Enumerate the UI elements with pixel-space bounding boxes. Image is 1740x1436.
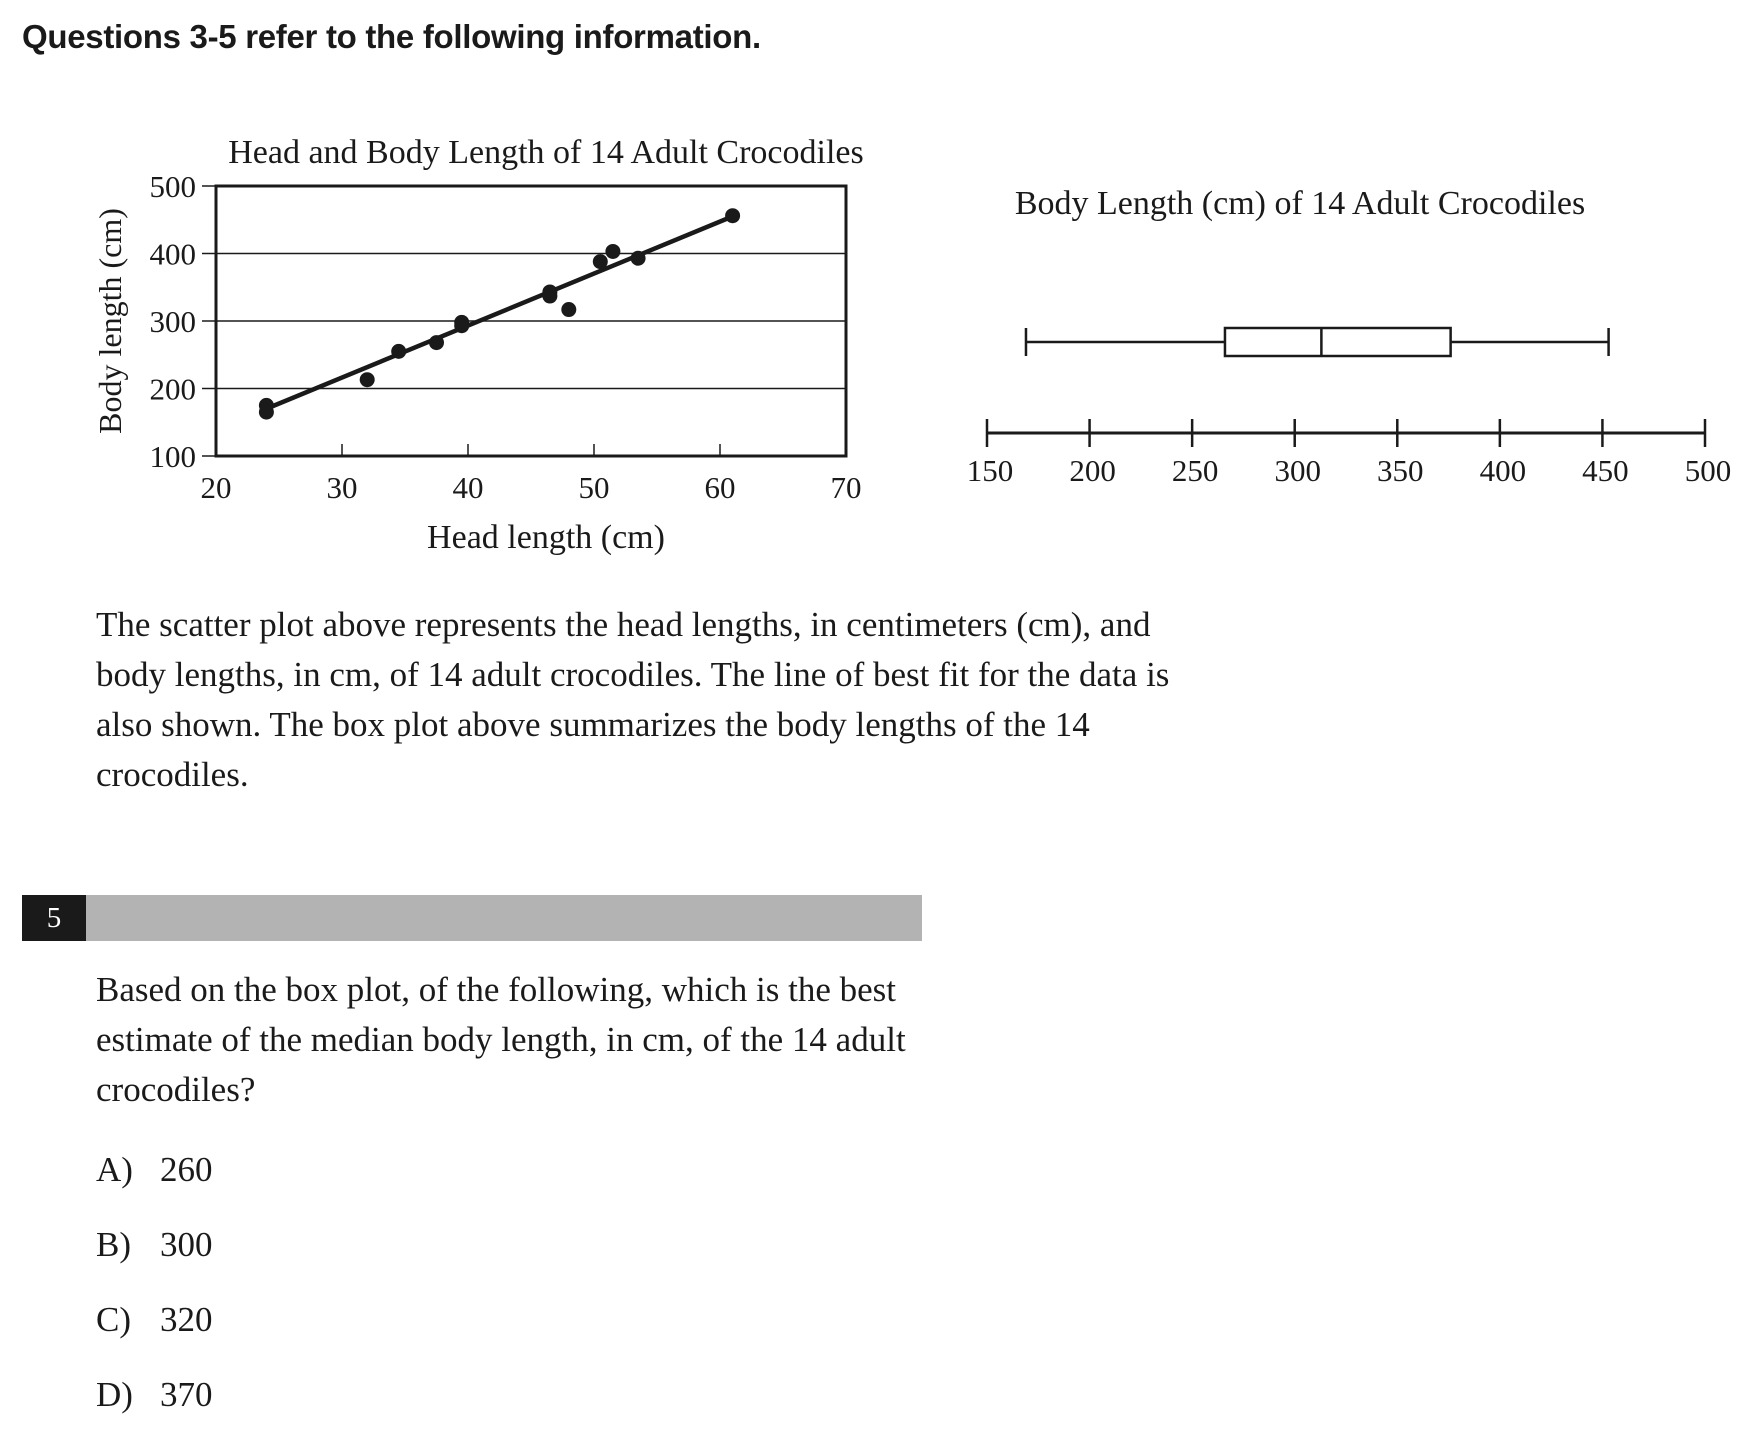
choice-letter: C)	[96, 1300, 131, 1339]
choice-letter: B)	[96, 1225, 131, 1264]
y-tick-label: 400	[150, 237, 197, 272]
choice-b[interactable]: B) 300	[96, 1225, 213, 1265]
data-point	[725, 208, 741, 224]
choice-value: 260	[160, 1150, 213, 1189]
x-tick-label: 30	[327, 470, 358, 505]
x-tick-label: 40	[453, 470, 484, 505]
charts-area: Head and Body Length of 14 Adult Crocodi…	[92, 134, 1732, 556]
y-axis-label: Body length (cm)	[92, 208, 128, 434]
y-tick-label: 200	[150, 372, 197, 407]
y-tick-label: 500	[150, 169, 197, 204]
choice-letter: D)	[96, 1375, 133, 1414]
axis-tick-label: 400	[1480, 453, 1527, 488]
passage-text: The scatter plot above represents the he…	[96, 605, 1170, 794]
choice-a[interactable]: A) 260	[96, 1150, 213, 1190]
y-tick-label: 300	[150, 304, 197, 339]
y-tick-label: 100	[150, 439, 197, 474]
section-header: Questions 3-5 refer to the following inf…	[22, 18, 761, 55]
choice-d[interactable]: D) 370	[96, 1375, 213, 1415]
data-point	[630, 250, 646, 266]
iqr-box	[1223, 326, 1452, 358]
question-bar: 5	[22, 895, 922, 941]
choice-letter: A)	[96, 1150, 133, 1189]
choice-c[interactable]: C) 320	[96, 1300, 213, 1340]
best-fit-line	[264, 214, 735, 411]
choice-value: 370	[160, 1375, 213, 1414]
x-tick-label: 70	[831, 470, 862, 505]
data-point	[429, 335, 444, 351]
data-point	[561, 302, 577, 318]
x-tick-label: 20	[201, 470, 232, 505]
axis-tick-label: 450	[1582, 453, 1629, 488]
data-point	[258, 404, 274, 420]
choice-value: 320	[160, 1300, 213, 1339]
box-plot: Body Length (cm) of 14 Adult Crocodiles 1…	[967, 185, 1732, 488]
plot-frame	[214, 184, 848, 458]
data-point	[605, 243, 621, 259]
data-point	[592, 254, 608, 270]
axis-tick-label: 250	[1172, 453, 1219, 488]
scatter-plot: Head and Body Length of 14 Adult Crocodi…	[92, 134, 864, 556]
x-tick-label: 60	[705, 470, 736, 505]
axis-tick-label: 200	[1069, 453, 1116, 488]
question-number: 5	[22, 895, 86, 941]
axis-tick-label: 350	[1377, 453, 1424, 488]
x-tick-label: 50	[579, 470, 610, 505]
axis-tick-label: 150	[967, 453, 1014, 488]
scatter-title: Head and Body Length of 14 Adult Crocodi…	[228, 134, 864, 171]
axis-tick-label: 300	[1274, 453, 1321, 488]
data-point	[391, 343, 407, 359]
data-point	[359, 372, 375, 388]
axis-tick-label: 500	[1685, 453, 1732, 488]
data-point	[454, 318, 470, 334]
question-text: Based on the box plot, of the following,…	[96, 970, 906, 1109]
boxplot-title: Body Length (cm) of 14 Adult Crocodiles	[1015, 185, 1585, 222]
data-point	[542, 288, 558, 304]
x-axis-label: Head length (cm)	[427, 519, 665, 556]
choice-value: 300	[160, 1225, 213, 1264]
